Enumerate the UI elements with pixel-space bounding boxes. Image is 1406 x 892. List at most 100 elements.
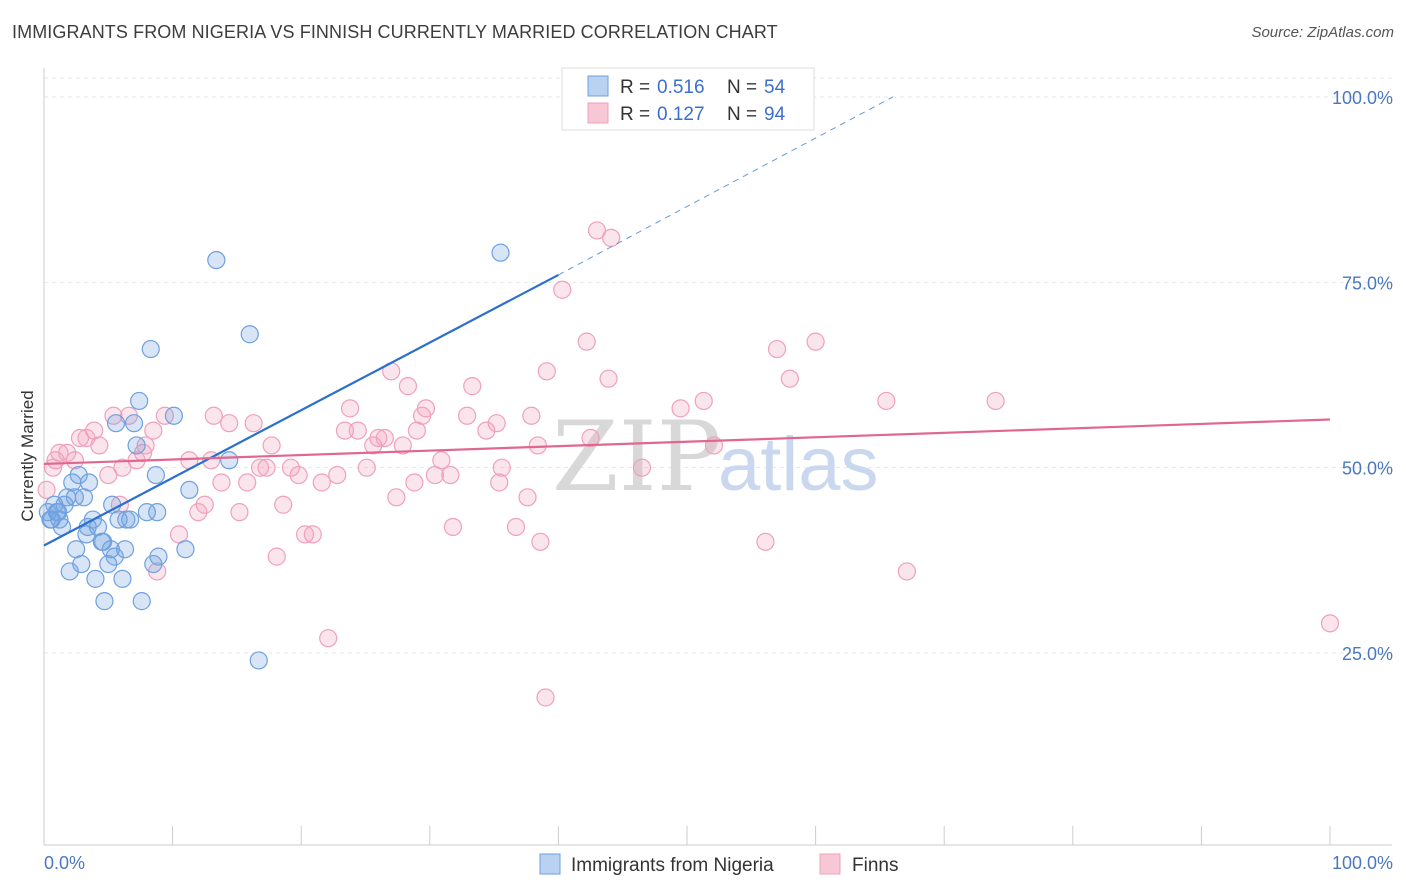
finns-point-33 [281,458,301,477]
nigeria-point-6 [55,495,74,514]
finns-point-46 [375,428,394,448]
finns-point-55 [432,451,451,470]
stats-r-label-nigeria: R = [620,77,650,98]
finns-point-85 [986,391,1005,411]
finns-point-70 [553,280,572,299]
finns-point-43 [357,458,376,477]
nigeria-point-35 [141,339,160,359]
legend-swatch-nigeria [539,853,561,875]
watermark-zip: ZIP [552,401,721,513]
finns-point-36 [303,525,322,544]
finns-point-68 [531,532,550,551]
finns-point-53 [416,399,436,418]
nigeria-point-29 [121,510,140,529]
finns-point-73 [587,221,607,240]
finns-point-35 [295,525,315,544]
finns-point-50 [398,377,418,396]
nigeria-points [38,243,510,670]
nigeria-point-34 [137,503,156,522]
nigeria-point-40 [176,540,195,559]
nigeria-point-49 [78,517,97,537]
finns-point-41 [340,399,360,418]
x-tick-label-max: 100.0% [1332,853,1393,873]
finns-point-92 [407,421,427,440]
nigeria-point-31 [127,436,146,455]
finns-point-45 [369,428,388,448]
finns-point-61 [487,414,506,433]
finns-point-57 [443,517,463,537]
finns-point-4 [65,451,84,470]
x-tick-label-min: 0.0% [44,853,85,873]
y-axis-label: Currently Married [18,390,37,521]
finns-point-83 [877,391,896,411]
legend-label-nigeria: Immigrants from Nigeria [571,855,774,876]
finns-point-32 [274,495,293,514]
stats-legend: R = 0.516 N = 54 R = 0.127 N = 94 [561,67,815,131]
stats-n-label-finns: N = [727,104,757,125]
nigeria-point-25 [106,414,126,433]
finns-point-81 [780,369,799,388]
series-legend: Immigrants from Nigeria Finns [539,853,898,876]
nigeria-point-45 [249,651,268,670]
finns-point-42 [348,421,367,440]
y-tick-label-100: 100.0% [1332,88,1393,108]
y-tick-label-75: 75.0% [1342,273,1393,293]
finns-point-51 [405,473,424,492]
finns-point-67 [528,436,547,455]
legend-label-finns: Finns [852,855,898,876]
finns-point-31 [267,547,286,566]
finns-point-38 [319,629,338,648]
stats-legend-swatch-nigeria [587,75,609,97]
stats-r-value-nigeria: 0.516 [657,77,705,98]
nigeria-point-17 [86,569,105,588]
finns-point-84 [897,562,917,581]
finns-point-22 [204,406,223,425]
trend-lines [43,96,1331,547]
finns-point-86 [1320,614,1340,633]
finns-point-9 [104,406,123,425]
finns-point-60 [477,421,496,440]
nigeria-point-11 [69,465,88,485]
nigeria-point-12 [72,554,91,574]
nigeria-trend-extension [558,96,893,276]
finns-point-69 [537,362,556,381]
nigeria-point-38 [149,547,168,566]
finns-point-66 [522,406,541,425]
finns-point-8 [99,465,118,485]
y-tick-label-50: 50.0% [1342,459,1393,479]
legend-swatch-finns [819,853,841,875]
finns-point-34 [289,465,308,485]
nigeria-point-28 [115,540,135,559]
finns-point-82 [806,332,825,351]
finns-point-0 [37,480,56,500]
finns-point-25 [230,503,249,522]
stats-n-value-nigeria: 54 [764,77,786,98]
finns-point-26 [238,473,257,492]
finns-point-56 [441,465,460,485]
stats-n-label-nigeria: N = [727,77,757,98]
y-tick-labels: 25.0% 50.0% 75.0% 100.0% [1332,88,1393,664]
finns-point-7 [90,436,109,455]
finns-point-37 [312,473,331,492]
nigeria-point-48 [65,488,84,507]
nigeria-point-30 [124,414,144,433]
finns-points [37,221,1340,707]
finns-point-93 [632,458,652,477]
finns-point-24 [220,414,239,433]
finns-point-91 [195,495,214,514]
nigeria-point-44 [240,325,259,344]
finns-point-76 [671,399,690,418]
nigeria-point-20 [95,592,114,611]
finns-trend-line [43,418,1331,466]
finns-point-29 [257,458,276,477]
finns-point-58 [457,406,477,425]
nigeria-point-37 [146,465,165,485]
nigeria-point-39 [164,406,183,425]
y-tick-label-25: 25.0% [1342,644,1393,664]
nigeria-point-47 [49,503,68,522]
nigeria-point-51 [117,510,136,529]
finns-point-65 [518,488,537,507]
finns-point-87 [536,688,555,707]
x-axis-ticks [43,826,1331,845]
